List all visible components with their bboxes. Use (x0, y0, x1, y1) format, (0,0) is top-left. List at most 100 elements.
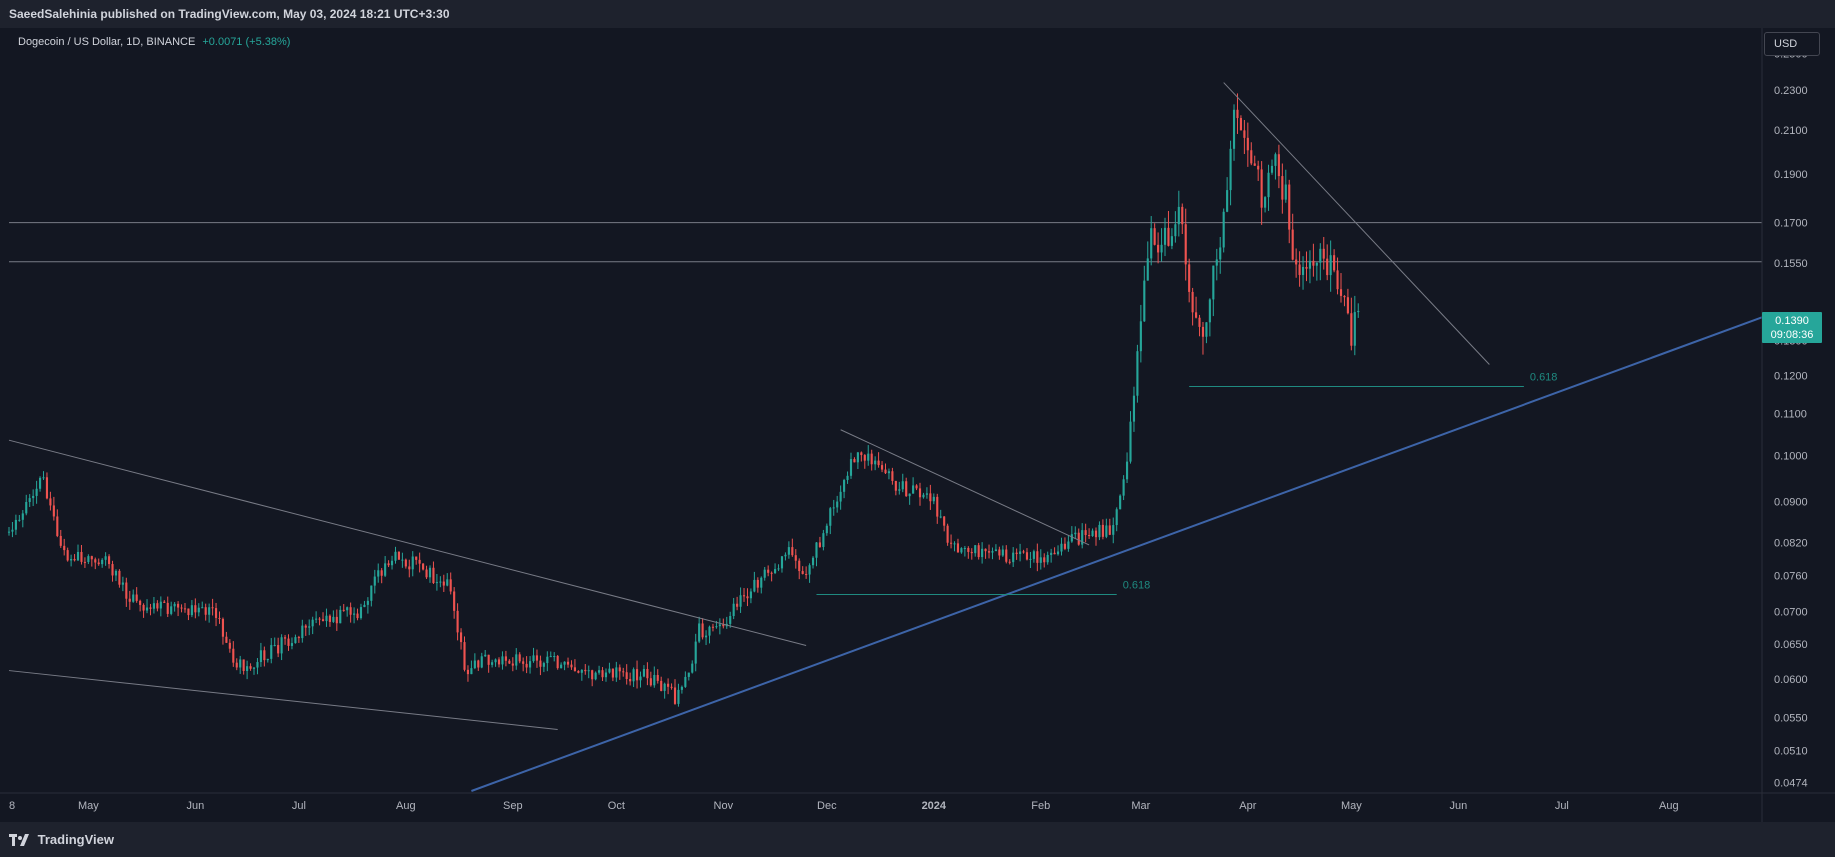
candle-down (1298, 264, 1301, 275)
candle-up (121, 582, 124, 585)
candle-up (1353, 312, 1356, 346)
time-tick-label: Sep (503, 800, 523, 812)
candle-up (925, 493, 928, 495)
candle-up (846, 475, 849, 481)
candle-down (211, 607, 214, 609)
tradingview-brand: TradingView (37, 832, 114, 848)
candle-down (1043, 557, 1046, 563)
last-price-badge: 0.1390 09:08:36 (1762, 312, 1822, 343)
candle-down (225, 636, 228, 643)
lower-channel-trendline (8, 670, 558, 731)
candle-down (1257, 165, 1260, 170)
candle-down (949, 542, 953, 544)
candle-down (801, 571, 804, 574)
price-tick-label: 0.0820 (1774, 537, 1808, 549)
candle-up (777, 568, 780, 570)
candle-down (1025, 552, 1029, 560)
candle-up (1212, 265, 1215, 300)
candle-up (480, 656, 483, 668)
candle-up (849, 459, 853, 476)
candle-up (484, 654, 487, 657)
candle-down (601, 670, 604, 678)
candle-up (70, 558, 73, 561)
candle-down (570, 664, 573, 668)
candle-down (304, 625, 307, 628)
candle-up (1046, 554, 1049, 563)
candle-up (159, 601, 162, 609)
published-text: SaeedSalehinia published on TradingView.… (9, 7, 450, 21)
candle-down (59, 535, 62, 546)
candle-down (287, 638, 290, 646)
candle-down (218, 617, 221, 619)
candle-up (353, 613, 356, 615)
candle-up (1284, 184, 1287, 200)
candle-up (325, 615, 328, 622)
candle-up (981, 548, 984, 558)
candle-up (1229, 148, 1232, 191)
candle-down (94, 559, 97, 563)
candle-up (991, 551, 994, 553)
candle-down (967, 547, 970, 552)
candle-up (14, 519, 17, 530)
time-tick-label: May (78, 800, 99, 812)
support-trendline (471, 316, 1763, 792)
candle-up (787, 547, 790, 555)
candle-up (663, 683, 666, 691)
candle-down (166, 602, 169, 614)
candle-up (7, 531, 11, 533)
candle-down (984, 548, 987, 552)
countdown-timer: 09:08:36 (1770, 329, 1814, 341)
candle-down (80, 551, 83, 562)
candle-down (183, 608, 187, 610)
candle-up (35, 488, 38, 496)
candle-down (891, 471, 894, 481)
candle-up (694, 641, 697, 664)
candle-down (228, 642, 231, 649)
candle-up (639, 676, 642, 681)
candle-up (763, 569, 766, 578)
candle-up (843, 480, 846, 492)
candle-up (1112, 525, 1115, 535)
time-tick-label: Jun (1449, 800, 1467, 812)
candle-down (52, 505, 55, 517)
candle-up (373, 576, 376, 586)
currency-button[interactable]: USD (1764, 32, 1820, 56)
candle-down (618, 667, 621, 672)
candle-up (815, 542, 818, 558)
candle-down (508, 660, 511, 664)
candle-down (335, 616, 338, 624)
candle-up (808, 565, 811, 575)
price-tick-label: 0.0700 (1774, 607, 1808, 619)
candle-up (1232, 109, 1236, 149)
candle-down (1201, 326, 1205, 337)
candle-up (912, 485, 915, 494)
candle-up (1301, 266, 1305, 275)
candle-down (535, 655, 539, 661)
candle-up (691, 663, 694, 673)
candle-down (349, 607, 352, 615)
candle-down (456, 610, 459, 633)
candle-down (63, 545, 66, 551)
apr-resistance-trendline (1223, 82, 1490, 365)
candle-up (677, 689, 680, 704)
candle-down (297, 637, 300, 639)
candle-up (698, 623, 701, 642)
candle-up (280, 637, 283, 654)
candle-down (970, 551, 973, 554)
candle-down (45, 477, 49, 499)
candle-up (1125, 461, 1129, 480)
time-tick-label: Jul (1555, 800, 1569, 812)
candle-down (646, 668, 649, 679)
candle-up (1001, 549, 1004, 556)
candle-up (1139, 321, 1142, 352)
candle-down (235, 662, 238, 668)
candle-up (28, 498, 31, 503)
candle-up (732, 603, 735, 617)
candle-up (435, 582, 438, 584)
price-tick-label: 0.1550 (1774, 258, 1808, 270)
candle-down (894, 480, 897, 491)
candle-down (1036, 551, 1039, 563)
candle-down (756, 579, 759, 588)
candle-down (277, 645, 280, 654)
